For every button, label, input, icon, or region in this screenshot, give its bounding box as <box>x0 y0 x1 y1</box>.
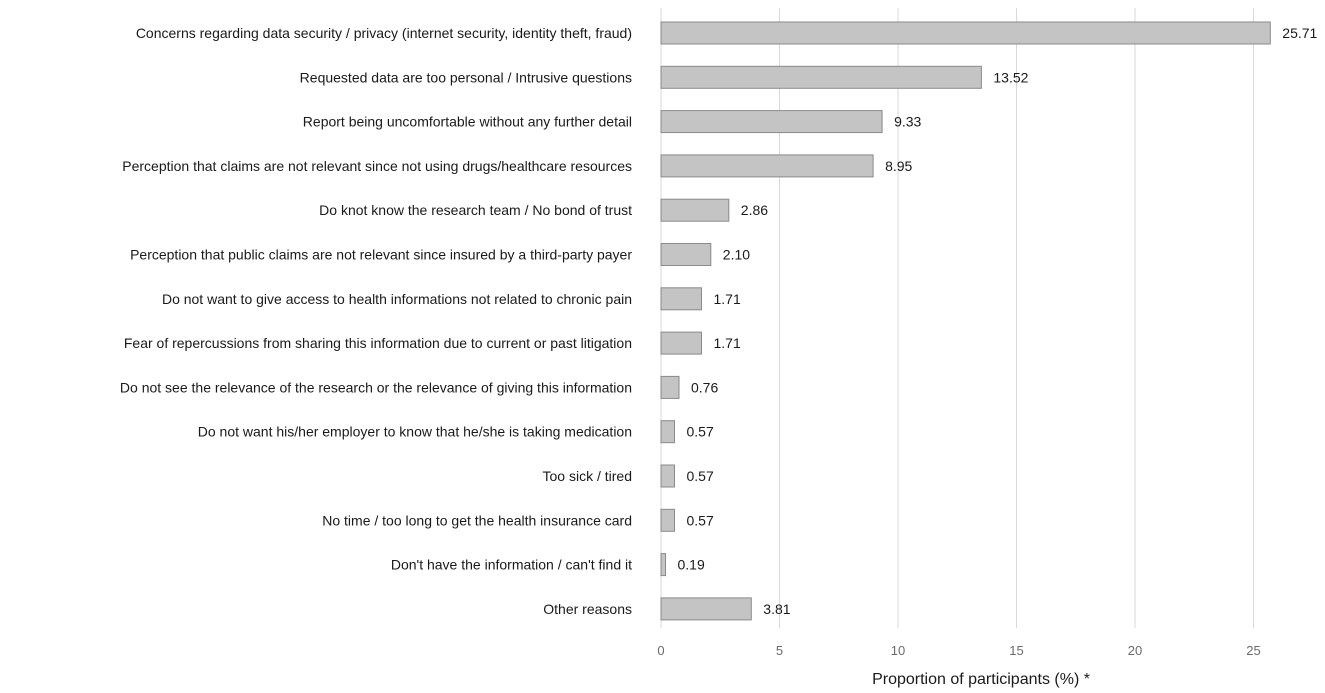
bar <box>660 65 982 89</box>
category-label: Fear of repercussions from sharing this … <box>124 335 632 351</box>
x-axis-ticks: 0 5 10 15 20 25 <box>657 643 1260 658</box>
category-label: Do not see the relevance of the research… <box>120 379 632 395</box>
x-tick-label: 15 <box>1009 643 1023 658</box>
bar <box>660 420 675 444</box>
x-tick-label: 25 <box>1246 643 1260 658</box>
category-label: Too sick / tired <box>543 468 632 484</box>
x-tick-label: 5 <box>776 643 783 658</box>
data-label: 25.71 <box>1282 25 1317 41</box>
category-label: Do not want to give access to health inf… <box>162 291 632 307</box>
x-axis-title: Proportion of participants (%) * <box>872 671 1090 688</box>
data-label: 0.76 <box>691 379 718 395</box>
x-tick-label: 20 <box>1128 643 1142 658</box>
data-label: 0.57 <box>687 468 714 484</box>
data-label: 0.57 <box>687 424 714 440</box>
bars <box>660 21 1271 621</box>
category-labels: Concerns regarding data security / priva… <box>120 25 632 617</box>
x-tick-label: 10 <box>891 643 905 658</box>
bar <box>660 508 675 532</box>
data-label: 2.86 <box>741 202 768 218</box>
category-label: Perception that claims are not relevant … <box>122 158 632 174</box>
bar <box>660 287 702 311</box>
bar <box>660 110 883 134</box>
bar <box>660 597 752 621</box>
category-label: Requested data are too personal / Intrus… <box>300 69 632 85</box>
data-label: 0.19 <box>678 557 705 573</box>
category-label: Perception that public claims are not re… <box>130 247 632 263</box>
bar <box>660 21 1271 45</box>
bar <box>660 243 712 266</box>
data-label: 1.71 <box>714 291 741 307</box>
category-label: No time / too long to get the health ins… <box>322 512 632 528</box>
category-label: Do not want his/her employer to know tha… <box>198 424 632 440</box>
bar <box>660 198 730 222</box>
data-label: 9.33 <box>894 114 921 130</box>
bar <box>660 331 702 355</box>
data-label: 0.57 <box>687 512 714 528</box>
bar <box>660 553 666 577</box>
category-label: Concerns regarding data security / priva… <box>136 25 632 41</box>
bar <box>660 464 675 488</box>
category-label: Don't have the information / can't find … <box>391 557 632 573</box>
bar <box>660 375 680 399</box>
data-label: 13.52 <box>993 69 1028 85</box>
gridlines <box>660 8 1254 628</box>
data-label: 2.10 <box>723 247 750 263</box>
category-label: Other reasons <box>543 601 632 617</box>
data-label: 3.81 <box>763 601 790 617</box>
value-labels: 25.71 13.52 9.33 8.95 2.86 2.10 1.71 1.71 0.76 0.… <box>678 25 1318 617</box>
data-label: 8.95 <box>885 158 912 174</box>
x-tick-label: 0 <box>657 643 664 658</box>
bar <box>660 154 874 178</box>
category-label: Report being uncomfortable without any f… <box>303 114 632 130</box>
category-label: Do knot know the research team / No bond… <box>319 202 632 218</box>
data-label: 1.71 <box>714 335 741 351</box>
